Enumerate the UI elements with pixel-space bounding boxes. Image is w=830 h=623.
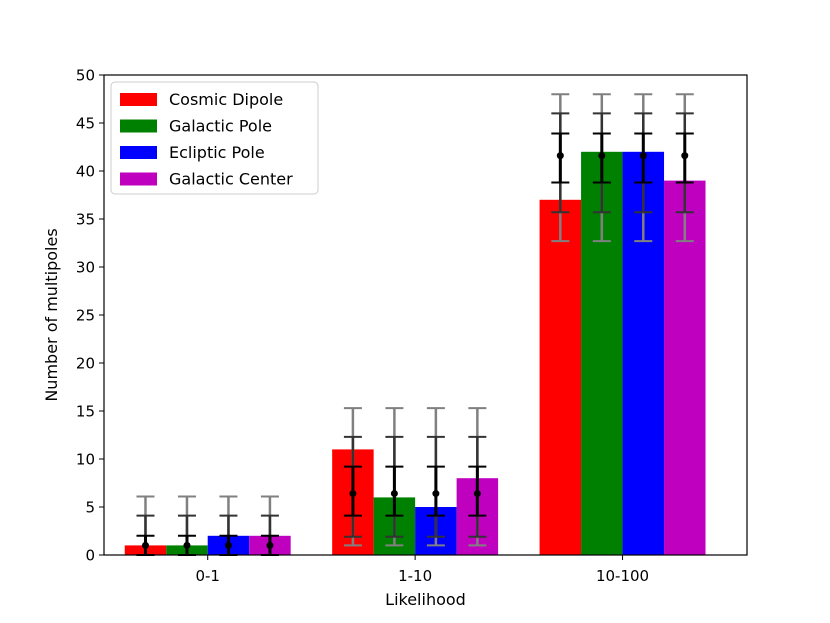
errorbar-0-1-4-mean-point xyxy=(266,541,274,549)
y-tick-label: 0 xyxy=(85,547,95,565)
y-tick-label: 5 xyxy=(85,499,95,517)
bar-galactic-center-10-100 xyxy=(664,180,706,555)
legend-swatch xyxy=(120,172,157,186)
legend-label: Ecliptic Pole xyxy=(169,143,265,162)
x-tick-label: 0-1 xyxy=(195,567,220,585)
errorbar-10-100-2-mean-point xyxy=(598,152,606,160)
y-tick-label: 25 xyxy=(76,307,95,325)
legend-label: Galactic Center xyxy=(169,170,293,189)
errorbar-10-100-1-mean-point xyxy=(556,152,564,160)
legend-box xyxy=(110,81,319,195)
bar-cosmic-dipole-10-100 xyxy=(539,199,582,556)
errorbar-0-1-3-mean-point xyxy=(224,541,232,549)
y-tick-label: 30 xyxy=(76,259,95,277)
legend-swatch xyxy=(120,146,157,159)
legend-swatch xyxy=(120,119,157,133)
errorbar-0-1-1-mean-point xyxy=(141,541,149,549)
errorbar-1-10-4-mean-point xyxy=(473,490,481,498)
errorbar-0-1-2-mean-point xyxy=(183,541,191,549)
y-tick-label: 45 xyxy=(76,115,95,133)
legend-label: Galactic Pole xyxy=(169,117,272,136)
y-tick-label: 15 xyxy=(76,403,95,421)
y-tick-label: 50 xyxy=(76,67,95,85)
errorbar-10-100-3-mean-point xyxy=(639,152,647,160)
x-tick-label: 10-100 xyxy=(596,567,649,585)
errorbar-1-10-3-mean-point xyxy=(432,490,440,498)
y-tick-label: 20 xyxy=(76,355,95,373)
y-tick-label: 40 xyxy=(76,163,95,181)
y-tick-label: 10 xyxy=(76,451,95,469)
y-axis-label: Number of multipoles xyxy=(42,228,61,401)
errorbar-1-10-2-mean-point xyxy=(390,490,398,498)
errorbar-10-100-4-mean-point xyxy=(681,152,689,160)
x-axis-label: Likelihood xyxy=(385,590,466,609)
x-tick-label: 1-10 xyxy=(398,567,432,585)
errorbar-1-10-1-mean-point xyxy=(349,490,357,498)
y-tick-label: 35 xyxy=(76,211,95,229)
legend-label: Cosmic Dipole xyxy=(169,90,283,109)
legend-swatch xyxy=(120,93,157,106)
